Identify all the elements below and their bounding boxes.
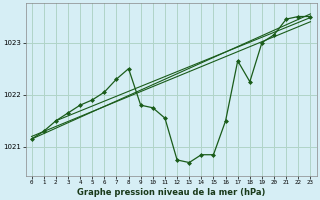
- X-axis label: Graphe pression niveau de la mer (hPa): Graphe pression niveau de la mer (hPa): [77, 188, 265, 197]
